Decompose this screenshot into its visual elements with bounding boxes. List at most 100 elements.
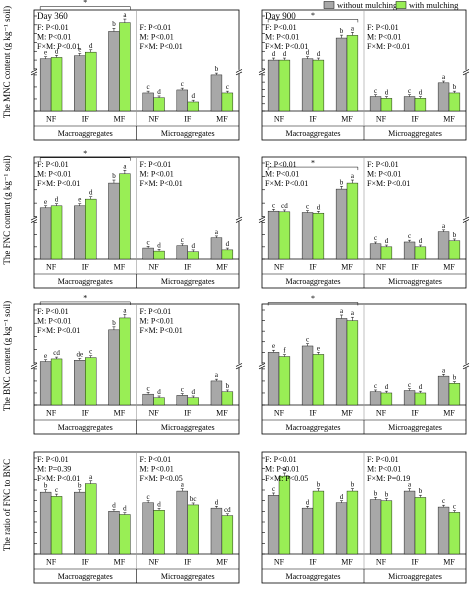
x-tick-label: MF <box>216 558 228 567</box>
bar-macro-IF-without <box>74 360 86 406</box>
significance-letter: a <box>351 309 355 317</box>
bar-macro-MF-with <box>119 317 131 406</box>
group-label: Microaggregates <box>161 423 215 432</box>
axis-break-mask <box>31 69 38 74</box>
legend-label-without-mulching: without mulching <box>337 0 398 10</box>
x-tick-label: MF <box>341 115 353 124</box>
significance-letter: d <box>385 89 389 97</box>
x-tick-label: IF <box>82 263 90 272</box>
bar-micro-NF-with <box>380 500 393 555</box>
axis-break-mask <box>259 217 266 222</box>
y-axis-label-2: The BNC content (g kg⁻¹ soil) <box>2 301 12 411</box>
significance-letter: d <box>89 189 93 197</box>
significance-letter: f <box>283 347 286 355</box>
bar-micro-IF-with <box>187 397 199 406</box>
significance-star: * <box>311 294 315 303</box>
x-tick-label: NF <box>46 409 57 418</box>
x-tick-label: MF <box>341 558 353 567</box>
axis-break-mark <box>462 216 470 221</box>
bar-micro-NF-with <box>153 250 165 260</box>
axis-break-mask <box>463 69 470 74</box>
axis-break-mark <box>235 69 243 73</box>
significance-letter: cd <box>53 349 60 357</box>
significance-letter: b <box>112 172 116 180</box>
x-tick-label: IF <box>411 263 419 272</box>
stats-line: M: P<0.01 <box>265 465 299 474</box>
stats-line: F: P<0.01 <box>265 160 297 169</box>
bar-micro-IF-without <box>403 96 416 112</box>
x-tick-label: MF <box>341 263 353 272</box>
significance-letter: d <box>272 50 276 58</box>
x-tick-label: MF <box>443 263 455 272</box>
bar-macro-MF-without <box>335 502 348 555</box>
significance-letter: c <box>306 336 309 344</box>
significance-letter: b <box>340 178 344 186</box>
bar-micro-MF-with <box>448 92 461 112</box>
significance-star: * <box>311 11 315 20</box>
x-tick-label: IF <box>309 558 317 567</box>
group-label: Macroaggregates <box>285 423 340 432</box>
axis-break-mask <box>463 363 470 368</box>
significance-letter: b <box>385 491 389 499</box>
significance-letter: b <box>419 487 423 495</box>
bar-macro-IF-without <box>74 205 86 260</box>
significance-letter: c <box>147 493 150 501</box>
significance-letter: c <box>306 203 309 211</box>
bar-micro-NF-without <box>369 499 382 555</box>
group-label: Microaggregates <box>388 129 442 138</box>
stats-line: M: P<0.01 <box>367 170 401 179</box>
group-label: Macroaggregates <box>58 572 113 581</box>
significance-letter: c <box>408 381 411 389</box>
significance-letter: b <box>317 481 321 489</box>
significance-letter: d <box>191 388 195 396</box>
group-label: Macroaggregates <box>285 572 340 581</box>
significance-letter: cd <box>281 202 288 210</box>
significance-letter: a <box>123 306 127 314</box>
significance-letter: e <box>78 45 81 53</box>
axis-break-mask <box>31 217 38 222</box>
significance-letter: c <box>147 238 150 246</box>
stats-line: F: P<0.01 <box>37 160 69 169</box>
significance-letter: a <box>442 73 446 81</box>
significance-letter: d <box>419 89 423 97</box>
bar-macro-NF-without <box>39 58 52 112</box>
stats-line: M: P=0.39 <box>37 465 71 474</box>
significance-letter: c <box>408 232 411 240</box>
group-label: Macroaggregates <box>58 129 113 138</box>
significance-letter: c <box>272 485 275 493</box>
stats-line: F: P<0.01 <box>140 23 172 32</box>
axis-break-mark <box>258 219 266 223</box>
bar-micro-MF-without <box>210 74 223 112</box>
significance-letter: a <box>351 172 355 180</box>
axis-break-mark <box>462 219 470 223</box>
x-tick-label: IF <box>184 263 192 272</box>
stats-line: M: P<0.01 <box>265 170 299 179</box>
stats-line: F×M: P<0.01 <box>37 42 80 51</box>
axis-break-mark <box>235 71 243 76</box>
significance-letter: c <box>374 234 377 242</box>
bar-micro-MF-without <box>210 380 223 406</box>
x-tick-label: MF <box>443 115 455 124</box>
significance-letter: d <box>226 240 230 248</box>
bar-macro-NF-with <box>50 57 63 112</box>
x-tick-label: IF <box>184 409 192 418</box>
axis-break-mark <box>462 363 470 367</box>
bar-macro-MF-with <box>346 35 359 112</box>
x-tick-label: MF <box>341 409 353 418</box>
stats-line: F: P<0.01 <box>367 160 399 169</box>
stats-line: F×M: P<0.01 <box>37 326 80 335</box>
bar-micro-MF-with <box>448 383 461 406</box>
significance-letter: d <box>283 50 287 58</box>
legend-swatch-with-mulching <box>395 1 407 9</box>
bar-micro-NF-without <box>142 502 154 555</box>
bar-micro-MF-with <box>221 515 234 555</box>
significance-letter: a <box>442 222 446 230</box>
stats-line: M: P<0.01 <box>367 33 401 42</box>
y-axis-labels: The MNC content (g kg⁻¹ soil) The FNC con… <box>2 6 12 551</box>
significance-letter: d <box>112 502 116 510</box>
significance-letter: d <box>306 49 310 57</box>
